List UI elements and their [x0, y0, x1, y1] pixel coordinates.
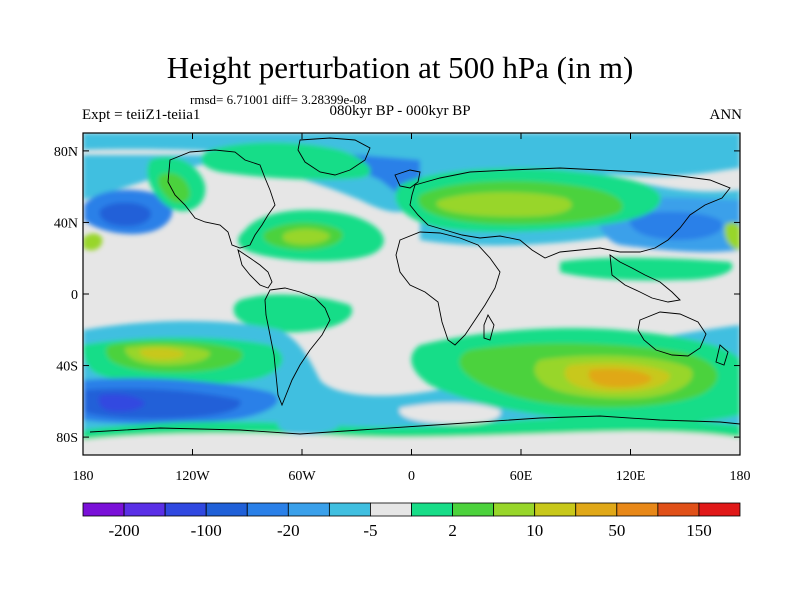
colorbar-label: -5	[363, 521, 377, 540]
contour-field	[83, 133, 740, 455]
colorbar-swatch	[575, 502, 618, 517]
lon-tick-label: 120E	[616, 469, 646, 484]
coastlines	[89, 137, 740, 435]
lon-tick-label: 180	[73, 469, 94, 484]
colorbar-swatch	[698, 502, 741, 517]
lat-tick-label: 0	[71, 288, 78, 303]
colorbar-swatch	[493, 502, 536, 517]
colorbar-label: 150	[686, 521, 712, 540]
lat-tick-label: 40S	[56, 360, 78, 375]
colorbar-swatch	[82, 502, 125, 517]
colorbar-swatch	[616, 502, 659, 517]
lat-tick-label: 40N	[54, 216, 78, 231]
season-label: ANN	[709, 107, 743, 123]
colorbar-swatch	[123, 502, 166, 517]
colorbar-label: 50	[608, 521, 625, 540]
colorbar-swatch	[328, 502, 371, 517]
experiment-label: Expt = teiiZ1-teiia1	[82, 107, 201, 123]
lon-tick-label: 60W	[288, 469, 316, 484]
longitude-axis: 180 120W 60W 0 60E 120E 180	[73, 133, 751, 484]
colorbar-swatch	[534, 502, 577, 517]
lon-tick-label: 120W	[175, 469, 210, 484]
lon-tick-label: 180	[730, 469, 751, 484]
colorbar-label: 10	[526, 521, 543, 540]
colorbar-label: -100	[191, 521, 222, 540]
colorbar-swatch	[657, 502, 700, 517]
lat-tick-label: 80S	[56, 431, 78, 446]
colorbar-swatch	[370, 502, 412, 517]
colorbar: -200 -100 -20 -5 2 10 50 150	[82, 502, 741, 540]
colorbar-label: -200	[108, 521, 139, 540]
lat-tick-label: 80N	[54, 145, 78, 160]
colorbar-swatch	[205, 502, 248, 517]
colorbar-swatch	[246, 502, 289, 517]
colorbar-swatch	[411, 502, 453, 517]
plot-title: Height perturbation at 500 hPa (in m)	[166, 50, 634, 85]
rmsd-stats: rmsd= 6.71001 diff= 3.28399e-08	[190, 92, 367, 107]
colorbar-label: 2	[448, 521, 457, 540]
colorbar-swatch	[164, 502, 207, 517]
colorbar-swatch	[287, 502, 330, 517]
lon-tick-label: 0	[408, 469, 415, 484]
lon-tick-label: 60E	[510, 469, 533, 484]
colorbar-label: -20	[277, 521, 300, 540]
latitude-axis: 80N 40N 0 40S 80S	[54, 145, 740, 446]
period-label: 080kyr BP - 000kyr BP	[329, 103, 471, 119]
colorbar-swatch	[452, 502, 495, 517]
